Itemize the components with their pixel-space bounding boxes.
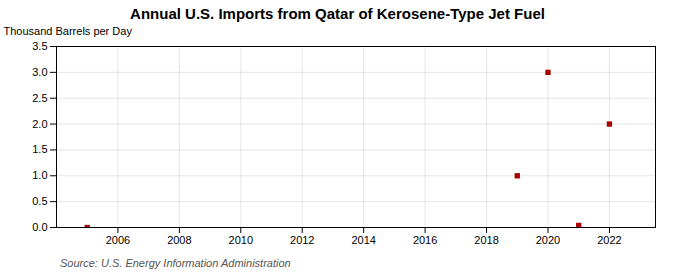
svg-text:2006: 2006 — [106, 234, 130, 246]
svg-text:2016: 2016 — [413, 234, 437, 246]
svg-text:3.5: 3.5 — [32, 40, 47, 52]
svg-text:0.0: 0.0 — [32, 221, 47, 233]
svg-text:2018: 2018 — [474, 234, 498, 246]
html-text:Source: U.S. Energy Informatio: Source: U.S. Energy Information Administ… — [60, 257, 291, 269]
html-text:Annual U.S. Imports from Qatar: Annual U.S. Imports from Qatar of Kerose… — [130, 5, 545, 22]
svg-text:3.0: 3.0 — [32, 66, 47, 78]
svg-text:2022: 2022 — [597, 234, 621, 246]
svg-text:2008: 2008 — [167, 234, 191, 246]
svg-text:2.0: 2.0 — [32, 118, 47, 130]
svg-text:Thousand Barrels per Day: Thousand Barrels per Day — [4, 25, 133, 37]
svg-text:2010: 2010 — [229, 234, 253, 246]
svg-text:0.5: 0.5 — [32, 195, 47, 207]
svg-text:2014: 2014 — [351, 234, 375, 246]
svg-text:2012: 2012 — [290, 234, 314, 246]
svg-text:1.5: 1.5 — [32, 143, 47, 155]
svg-text:1.0: 1.0 — [32, 169, 47, 181]
svg-text:2.5: 2.5 — [32, 92, 47, 104]
svg-text:2020: 2020 — [536, 234, 560, 246]
